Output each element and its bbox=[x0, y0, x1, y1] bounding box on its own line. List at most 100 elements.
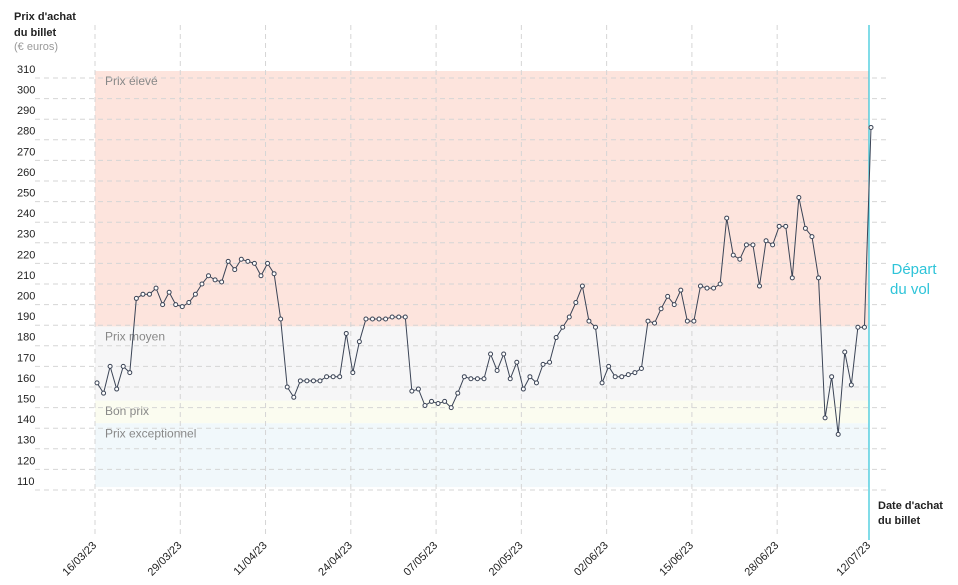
y-tick-label: 220 bbox=[17, 249, 35, 261]
point bbox=[206, 273, 212, 279]
point bbox=[186, 300, 192, 306]
point bbox=[461, 374, 467, 380]
point bbox=[704, 285, 710, 291]
point bbox=[114, 386, 120, 392]
point bbox=[442, 398, 448, 404]
point bbox=[822, 415, 828, 421]
x-tick-label: 07/05/23 bbox=[401, 540, 440, 579]
point bbox=[350, 370, 356, 376]
point bbox=[750, 242, 756, 248]
point bbox=[809, 234, 815, 240]
point bbox=[842, 349, 848, 355]
point bbox=[265, 260, 271, 266]
point bbox=[481, 376, 487, 382]
point bbox=[829, 374, 835, 380]
point bbox=[153, 285, 159, 291]
point bbox=[396, 314, 402, 320]
y-tick-label: 230 bbox=[17, 229, 35, 241]
point bbox=[684, 318, 690, 324]
point bbox=[101, 390, 107, 396]
y-tick-label: 160 bbox=[17, 373, 35, 385]
band bbox=[95, 423, 869, 488]
point bbox=[737, 256, 743, 262]
point bbox=[606, 363, 612, 369]
point bbox=[219, 279, 225, 285]
point bbox=[625, 372, 631, 378]
y-tick-label: 180 bbox=[17, 332, 35, 344]
point bbox=[251, 260, 257, 266]
y-tick-label: 200 bbox=[17, 291, 35, 303]
y-tick-label: 280 bbox=[17, 126, 35, 138]
point bbox=[711, 285, 717, 291]
annotation: Départ bbox=[891, 261, 937, 278]
point bbox=[533, 380, 539, 386]
point bbox=[494, 368, 500, 374]
x-tick-label: 12/07/23 bbox=[834, 540, 873, 579]
point bbox=[691, 318, 697, 324]
point bbox=[317, 378, 323, 384]
y-tick-label: 250 bbox=[17, 188, 35, 200]
x-tick-label: 16/03/23 bbox=[60, 540, 99, 579]
point bbox=[389, 314, 395, 320]
point bbox=[671, 302, 677, 308]
y-tick-label: 300 bbox=[17, 85, 35, 97]
point bbox=[730, 252, 736, 258]
y-tick-label: 310 bbox=[17, 64, 35, 76]
band bbox=[95, 400, 869, 424]
point bbox=[324, 374, 330, 380]
band bbox=[95, 326, 869, 401]
point bbox=[383, 316, 389, 322]
point bbox=[415, 386, 421, 392]
x-tick-label: 11/04/23 bbox=[232, 540, 270, 578]
x-tick-label: 29/03/23 bbox=[146, 540, 185, 579]
point bbox=[127, 370, 133, 376]
x-tick-label: 20/05/23 bbox=[487, 540, 526, 579]
point bbox=[527, 374, 533, 380]
y-tick-label: 190 bbox=[17, 311, 35, 323]
y-tick-label: 120 bbox=[17, 455, 35, 467]
point bbox=[160, 302, 166, 308]
point bbox=[422, 403, 428, 409]
point bbox=[310, 378, 316, 384]
band-label: Bon prix bbox=[105, 404, 149, 418]
point bbox=[697, 283, 703, 289]
point bbox=[278, 316, 284, 322]
point bbox=[802, 225, 808, 231]
point bbox=[520, 386, 526, 392]
point bbox=[402, 314, 408, 320]
point bbox=[540, 361, 546, 367]
point bbox=[724, 215, 730, 221]
point bbox=[835, 431, 841, 437]
point bbox=[94, 380, 100, 386]
y-tick-label: 290 bbox=[17, 105, 35, 117]
point bbox=[133, 295, 139, 301]
y-tick-label: 270 bbox=[17, 146, 35, 158]
point bbox=[678, 287, 684, 293]
x-label: du billet bbox=[878, 515, 921, 527]
point bbox=[297, 378, 303, 384]
point bbox=[107, 363, 113, 369]
y-tick-label: 110 bbox=[17, 476, 35, 488]
x-label: Date d'achat bbox=[878, 500, 943, 512]
y-label: Prix d'achat bbox=[14, 11, 76, 23]
point bbox=[789, 275, 795, 281]
point bbox=[868, 124, 874, 130]
band-label: Prix moyen bbox=[105, 330, 165, 344]
point bbox=[796, 194, 802, 200]
x-tick-label: 24/04/23 bbox=[316, 540, 355, 579]
y-tick-label: 260 bbox=[17, 167, 35, 179]
point bbox=[665, 293, 671, 299]
point bbox=[658, 306, 664, 312]
point bbox=[455, 390, 461, 396]
point bbox=[120, 363, 126, 369]
point bbox=[258, 273, 264, 279]
point bbox=[304, 378, 310, 384]
x-tick-label: 02/06/23 bbox=[572, 540, 611, 579]
x-tick-label: 28/06/23 bbox=[743, 540, 782, 579]
point bbox=[199, 281, 205, 287]
point bbox=[612, 374, 618, 380]
point bbox=[166, 289, 172, 295]
band-label: Prix élevé bbox=[105, 74, 158, 88]
point bbox=[488, 351, 494, 357]
point bbox=[717, 281, 723, 287]
